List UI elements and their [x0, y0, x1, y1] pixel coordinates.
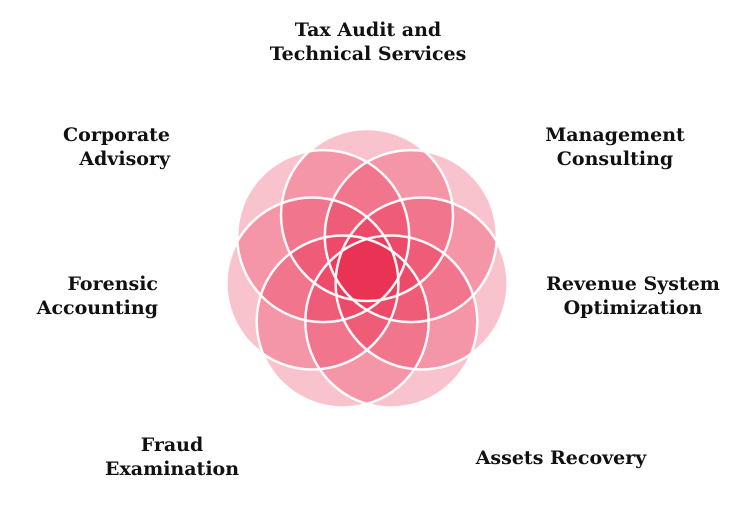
- label-line: Fraud: [140, 434, 204, 456]
- petal-circle-forensic-accounting: [226, 197, 399, 370]
- petal-circle-tax-audit: [281, 129, 453, 301]
- petal-outline-tax-audit: [279, 127, 455, 303]
- petals-layer: [225, 127, 509, 409]
- label-forensic-accounting: Forensic Accounting: [18, 272, 158, 320]
- label-line: Advisory: [79, 148, 170, 170]
- label-fraud-examination: Fraud Examination: [92, 433, 252, 481]
- label-line: Consulting: [556, 148, 674, 170]
- label-revenue-optimization: Revenue System Optimization: [538, 272, 728, 320]
- label-line: Accounting: [36, 297, 158, 319]
- label-line: Technical Services: [269, 43, 467, 65]
- label-assets-recovery: Assets Recovery: [468, 446, 654, 470]
- petal-outline-forensic-accounting: [225, 196, 400, 371]
- label-management-consulting: Management Consulting: [532, 123, 698, 171]
- label-line: Revenue System: [546, 273, 720, 295]
- label-line: Optimization: [563, 297, 703, 319]
- petal-circle-assets-recovery: [305, 235, 478, 408]
- petal-outline-revenue-optimization: [334, 196, 509, 371]
- label-line: Tax Audit and: [294, 19, 442, 41]
- petal-outline-fraud-examination: [255, 234, 430, 409]
- label-line: Forensic: [67, 273, 158, 295]
- label-line: Corporate: [63, 124, 170, 146]
- petal-outline-corporate-advisory: [235, 148, 411, 324]
- petal-circle-fraud-examination: [256, 235, 429, 408]
- petal-outline-assets-recovery: [304, 234, 479, 409]
- petal-circle-revenue-optimization: [335, 197, 508, 370]
- label-line: Assets Recovery: [475, 447, 647, 469]
- label-line: Examination: [104, 458, 240, 480]
- label-corporate-advisory: Corporate Advisory: [18, 123, 170, 171]
- petal-outline-management-consulting: [323, 148, 499, 324]
- label-tax-audit: Tax Audit and Technical Services: [248, 18, 488, 66]
- petal-circle-corporate-advisory: [237, 150, 410, 323]
- petal-circle-management-consulting: [324, 150, 497, 323]
- label-line: Management: [545, 124, 685, 146]
